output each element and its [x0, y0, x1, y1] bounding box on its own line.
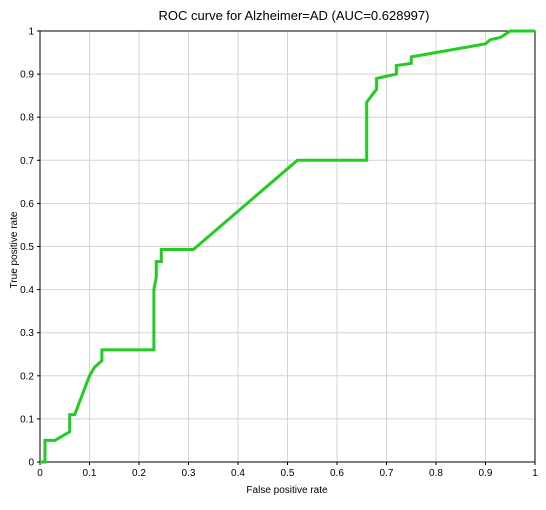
chart-title: ROC curve for Alzheimer=AD (AUC=0.628997…	[159, 8, 430, 23]
y-tick-label: 0.1	[20, 414, 34, 425]
x-tick-label: 0.3	[182, 468, 196, 479]
x-tick-label: 0	[37, 468, 43, 479]
series-layer	[40, 29, 535, 464]
roc-curve-line	[40, 29, 535, 464]
x-tick-label: 0.5	[281, 468, 295, 479]
y-tick-label: 0.6	[20, 199, 34, 210]
y-axis-label: True positive rate	[9, 211, 20, 288]
x-tick-label: 1	[532, 468, 538, 479]
grid-layer	[39, 30, 536, 463]
ticks-layer: 0 0.1 0.2 0.3 0.4 0.5 0.6 0.7 0.8 0.9 1 0 0.1 0.2 0.3 0…	[20, 27, 538, 480]
y-tick-label: 0	[28, 458, 34, 469]
x-tick-label: 0.6	[330, 468, 344, 479]
x-axis-label: False positive rate	[246, 485, 328, 496]
x-tick-label: 0.1	[83, 468, 97, 479]
x-tick-label: 0.7	[380, 468, 394, 479]
y-tick-label: 0.9	[20, 70, 34, 81]
x-tick-label: 0.2	[132, 468, 146, 479]
y-tick-label: 0.8	[20, 113, 34, 124]
y-tick-label: 1	[28, 27, 34, 38]
y-tick-label: 0.7	[20, 156, 34, 167]
x-tick-label: 0.8	[429, 468, 443, 479]
x-tick-label: 0.9	[479, 468, 493, 479]
y-tick-label: 0.4	[20, 285, 34, 296]
y-tick-label: 0.3	[20, 328, 34, 339]
y-tick-label: 0.5	[20, 242, 34, 253]
x-tick-label: 0.4	[231, 468, 245, 479]
y-tick-label: 0.2	[20, 371, 34, 382]
